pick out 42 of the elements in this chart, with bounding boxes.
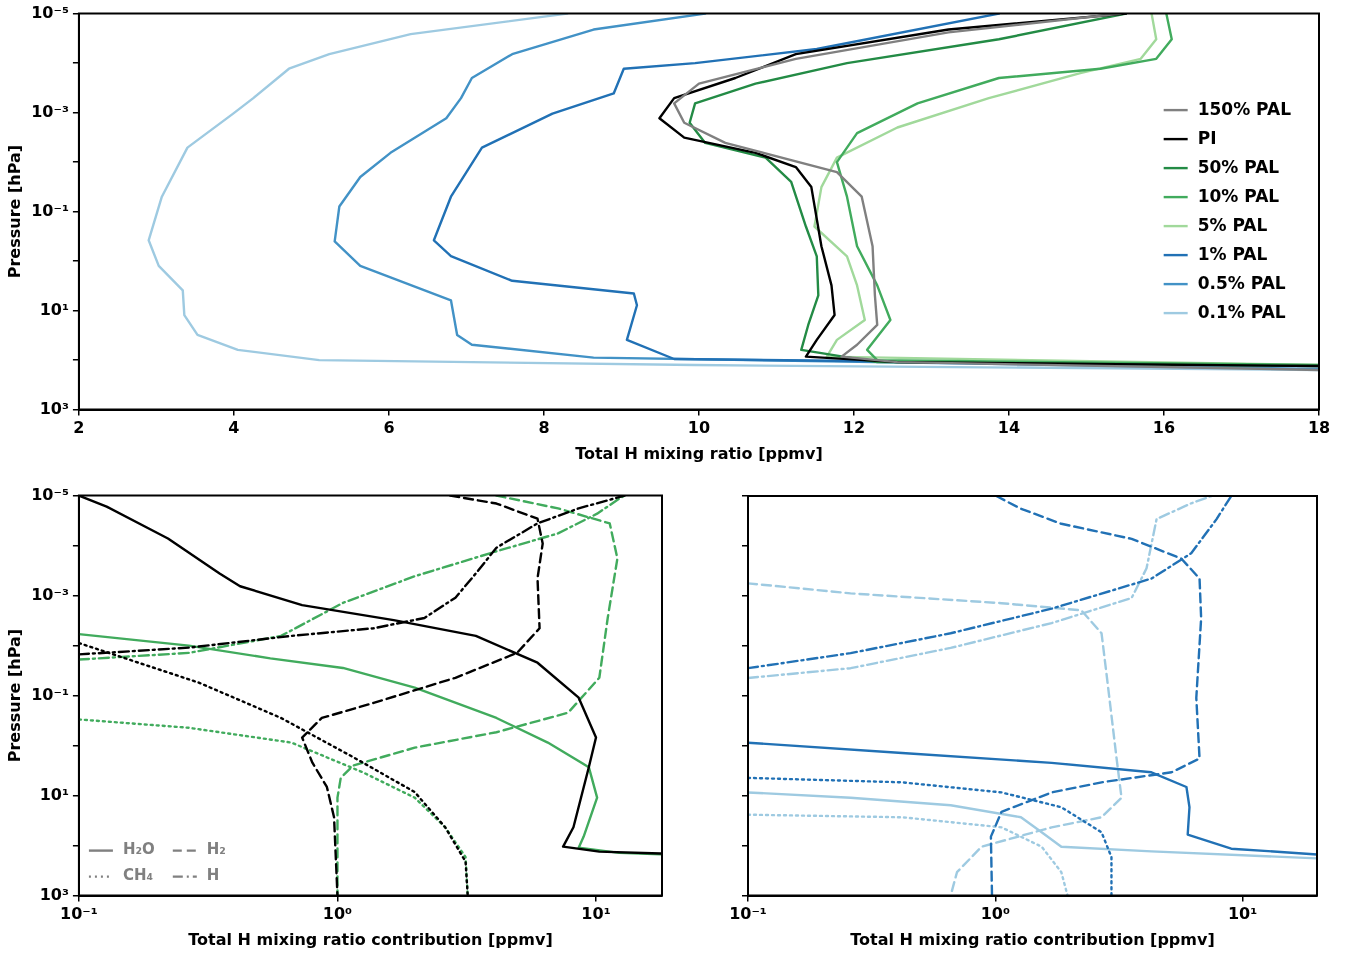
legend-label: 50% PAL xyxy=(1197,156,1280,177)
y-tick-label: 10⁻¹ xyxy=(31,684,69,704)
y-tick-label: 10⁻⁵ xyxy=(31,2,69,22)
y-axis-title: Pressure [hPa] xyxy=(4,628,24,763)
x-tick-label: 8 xyxy=(538,418,550,438)
x-tick-label: 10⁰ xyxy=(980,904,1010,924)
x-axis-title: Total H mixing ratio contribution [ppmv] xyxy=(850,929,1215,949)
x-tick-label: 6 xyxy=(383,418,395,438)
legend-label: 1% PAL xyxy=(1197,243,1268,264)
y-tick-label: 10³ xyxy=(39,398,69,418)
legend-label: 0.5% PAL xyxy=(1197,272,1286,293)
legend-label: 5% PAL xyxy=(1197,214,1268,235)
y-tick-label: 10⁻³ xyxy=(31,101,69,121)
x-tick-label: 10⁰ xyxy=(322,904,353,924)
y-tick-label: 10⁻¹ xyxy=(31,200,69,220)
x-tick-label: 10⁻¹ xyxy=(60,904,98,924)
legend-label: H₂ xyxy=(206,840,226,859)
y-tick-label: 10³ xyxy=(39,884,69,904)
legend-label: 0.1% PAL xyxy=(1197,301,1286,322)
x-tick-label: 10⁻¹ xyxy=(729,904,767,924)
legend-label: H₂O xyxy=(122,840,155,859)
legend-label: CH₄ xyxy=(122,866,154,885)
x-tick-label: 18 xyxy=(1307,418,1331,438)
x-tick-label: 14 xyxy=(997,418,1021,438)
x-axis-title: Total H mixing ratio [ppmv] xyxy=(575,443,823,463)
x-tick-label: 10¹ xyxy=(1227,904,1258,924)
x-tick-label: 12 xyxy=(842,418,866,438)
y-tick-label: 10⁻⁵ xyxy=(31,484,69,504)
legend-label: H xyxy=(206,866,220,885)
x-tick-label: 10 xyxy=(687,418,711,438)
y-axis-title: Pressure [hPa] xyxy=(4,144,24,279)
legend-label: 150% PAL xyxy=(1197,98,1292,119)
legend-label: PI xyxy=(1197,127,1217,148)
y-tick-label: 10¹ xyxy=(39,299,69,319)
legend-label: 10% PAL xyxy=(1197,185,1280,206)
y-tick-label: 10⁻³ xyxy=(31,584,69,604)
x-tick-label: 2 xyxy=(73,418,85,438)
x-axis-title: Total H mixing ratio contribution [ppmv] xyxy=(188,929,553,949)
y-tick-label: 10¹ xyxy=(39,784,69,804)
x-tick-label: 4 xyxy=(228,418,240,438)
x-tick-label: 10¹ xyxy=(581,904,611,924)
x-tick-label: 16 xyxy=(1152,418,1176,438)
